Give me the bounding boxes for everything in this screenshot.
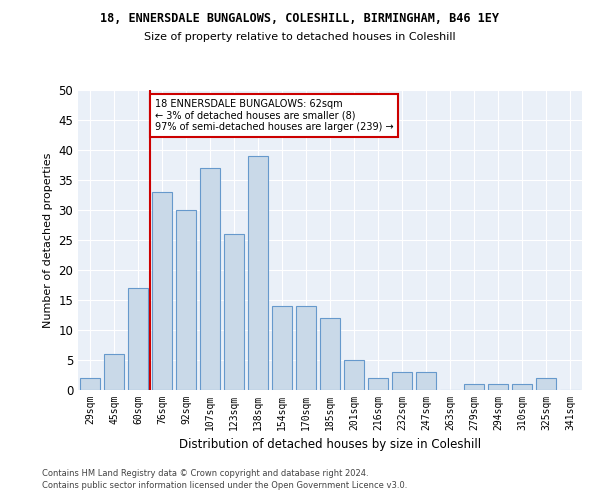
- Bar: [296, 306, 316, 390]
- Text: Contains HM Land Registry data © Crown copyright and database right 2024.: Contains HM Land Registry data © Crown c…: [42, 468, 368, 477]
- Text: 18, ENNERSDALE BUNGALOWS, COLESHILL, BIRMINGHAM, B46 1EY: 18, ENNERSDALE BUNGALOWS, COLESHILL, BIR…: [101, 12, 499, 26]
- Bar: [488, 384, 508, 390]
- Bar: [248, 156, 268, 390]
- Text: Size of property relative to detached houses in Coleshill: Size of property relative to detached ho…: [144, 32, 456, 42]
- Bar: [176, 210, 196, 390]
- Y-axis label: Number of detached properties: Number of detached properties: [43, 152, 53, 328]
- Bar: [536, 378, 556, 390]
- Bar: [152, 192, 172, 390]
- Text: 18 ENNERSDALE BUNGALOWS: 62sqm
← 3% of detached houses are smaller (8)
97% of se: 18 ENNERSDALE BUNGALOWS: 62sqm ← 3% of d…: [155, 99, 394, 132]
- Bar: [392, 372, 412, 390]
- Bar: [104, 354, 124, 390]
- Bar: [80, 378, 100, 390]
- Bar: [320, 318, 340, 390]
- Bar: [416, 372, 436, 390]
- Text: Contains public sector information licensed under the Open Government Licence v3: Contains public sector information licen…: [42, 481, 407, 490]
- Bar: [224, 234, 244, 390]
- Bar: [128, 288, 148, 390]
- Bar: [464, 384, 484, 390]
- X-axis label: Distribution of detached houses by size in Coleshill: Distribution of detached houses by size …: [179, 438, 481, 452]
- Bar: [200, 168, 220, 390]
- Bar: [344, 360, 364, 390]
- Bar: [368, 378, 388, 390]
- Bar: [512, 384, 532, 390]
- Bar: [272, 306, 292, 390]
